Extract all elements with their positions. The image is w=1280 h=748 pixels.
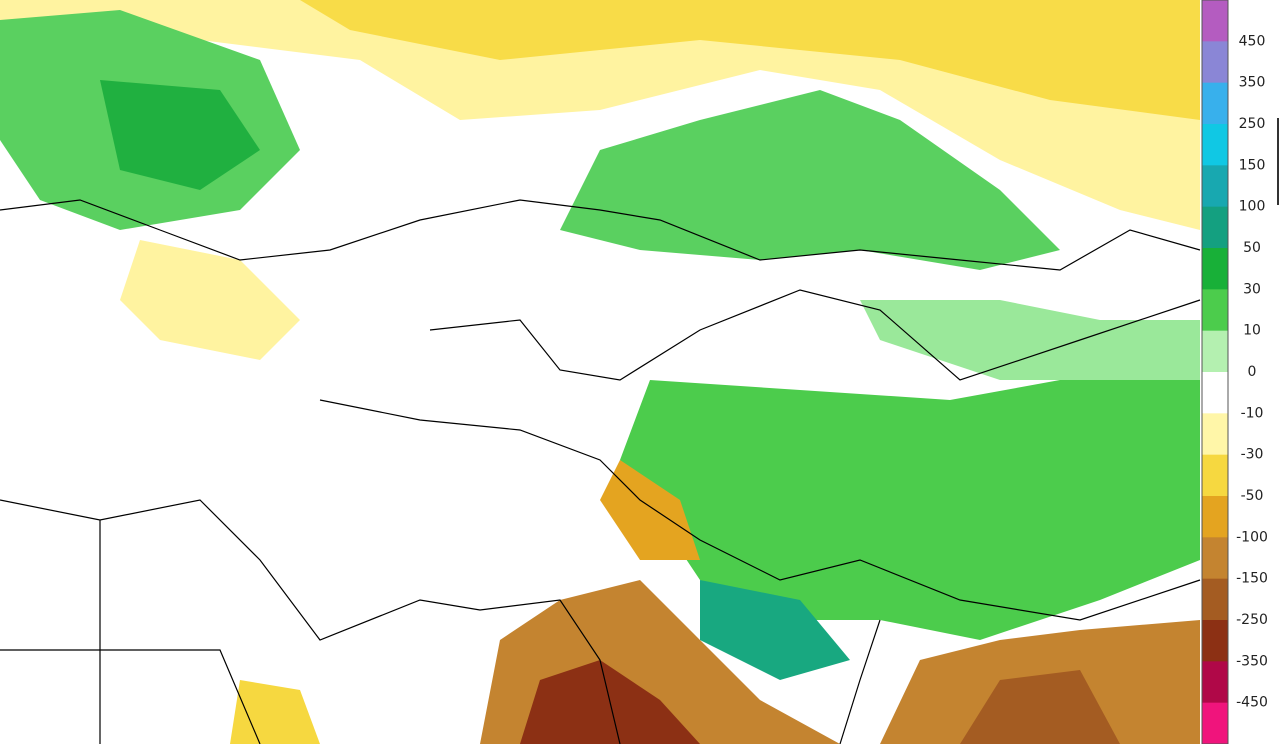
colorbar-bin [1202,496,1228,538]
colorbar-label: -30 [1241,447,1264,463]
colorbar-bin [1202,206,1228,249]
colorbar-bin [1202,41,1228,84]
colorbar-bin [1202,248,1228,290]
colorbar-label: 50 [1243,240,1261,256]
colorbar-label: 100 [1239,199,1266,215]
colorbar-label: 450 [1239,33,1266,49]
wet-europe-core [100,80,260,190]
colorbar-bin [1202,289,1228,332]
colorbar-label: -50 [1241,488,1264,504]
wet-mongolia [860,300,1200,380]
colorbar-label: -150 [1236,571,1268,587]
colorbar-bin [1202,124,1228,166]
colorbar-bin [1202,702,1228,745]
colorbar-label: 250 [1239,116,1266,132]
colorbar-bin [1202,661,1228,704]
wet-bengal [700,580,850,680]
colorbar-label: 150 [1239,157,1266,173]
colorbar-label: 30 [1243,281,1261,297]
dry-southeast-asia-core [960,670,1120,744]
borders [0,199,1201,745]
colorbar-bin [1202,82,1228,125]
colorbar-bin [1202,578,1228,621]
colorbar-bin [1202,620,1228,662]
colorbar-label: 350 [1239,75,1266,91]
colorbar-bin [1202,165,1228,208]
colorbar-label: -250 [1236,612,1268,628]
colorbar-bin [1202,537,1228,580]
colorbar-label: -450 [1236,695,1268,711]
colorbar-label: -100 [1236,529,1268,545]
colorbar-label: -10 [1241,405,1264,421]
dry-north-core [300,0,1200,120]
colorbar-bin [1202,372,1228,414]
map-field [0,0,1201,745]
colorbar-bin [1202,0,1228,42]
colorbar-bin [1202,413,1228,456]
colorbar-label: -350 [1236,653,1268,669]
colorbar-label: 10 [1243,323,1261,339]
colorbar-bin [1202,330,1228,373]
wet-siberia [560,90,1060,270]
dry-arabia [230,680,320,744]
wet-china [620,380,1200,640]
dry-balkans [120,240,300,360]
colorbar-bin [1202,454,1228,497]
colorbar-label: 0 [1248,364,1257,380]
colorbar: 4503502501501005030100-10-30-50-100-150-… [1201,0,1268,745]
